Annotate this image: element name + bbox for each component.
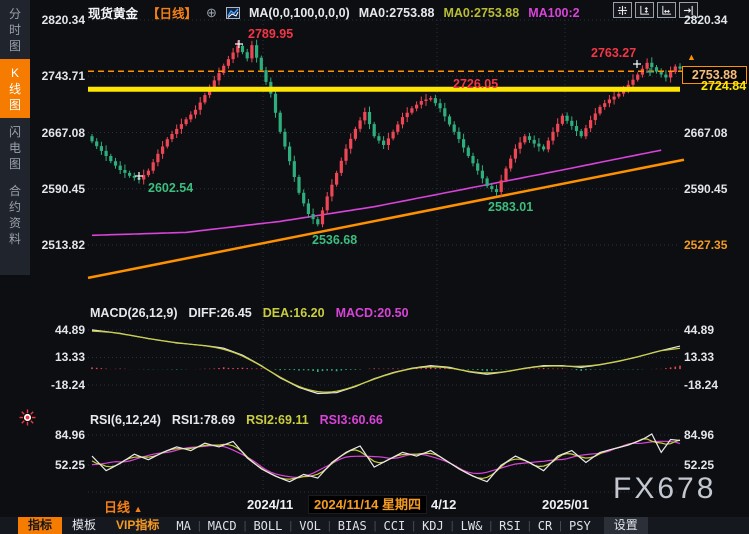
separator: |	[450, 519, 454, 532]
axis-tick-label: 52.25	[54, 458, 85, 472]
date-tooltip: 2024/11/14 星期四	[308, 495, 427, 514]
axis-tick-label: 84.96	[54, 428, 85, 442]
tab-vip-indicators[interactable]: VIP指标	[116, 518, 160, 532]
macd-params: MACD(26,12,9)	[90, 306, 178, 320]
axis-tick-label: -18.24	[684, 378, 719, 392]
period-text: 日线	[104, 500, 131, 515]
sidebar-item-time-chart[interactable]: 分 时 图	[8, 7, 21, 53]
axis-tick-label: 2820.34	[41, 13, 85, 27]
y-axis-scale-icon[interactable]	[635, 2, 654, 18]
axis-tick-label: 2513.82	[41, 238, 85, 252]
x-axis-label-jan: 2025/01	[542, 497, 589, 512]
axis-tick-label: 2590.45	[41, 181, 85, 196]
sidebar: 分 时 图 K 线 图闪 电 图合 约 资 料	[0, 0, 30, 275]
current-price-box: 2753.88	[682, 66, 747, 84]
price-annotation: 2583.01	[488, 200, 534, 214]
crosshair-move-icon[interactable]	[613, 2, 632, 18]
axis-tick-label: 44.89	[54, 323, 85, 337]
axis-tick-label: 13.33	[684, 350, 715, 365]
separator: |	[489, 519, 493, 532]
price-annotation: 2536.68	[312, 233, 358, 247]
price-annotation: 2602.54	[148, 181, 194, 195]
sidebar-item-contract-info[interactable]: 合 约 资 料	[8, 184, 21, 246]
price-annotation: 2763.27	[591, 46, 637, 60]
separator: |	[197, 519, 201, 532]
axis-tick-label: 84.96	[684, 428, 715, 442]
axis-tick-label: 2667.08	[41, 125, 85, 140]
macd-diff-value: DIFF:26.45	[188, 306, 252, 320]
separator: |	[527, 519, 531, 532]
ma0-value: MA0:2753.88	[358, 5, 435, 20]
alert-burst-icon[interactable]	[19, 409, 36, 426]
rsi-params: RSI(6,12,24)	[90, 413, 161, 427]
price-marker-arrow: ▲	[687, 52, 696, 62]
indicator-button-rsi[interactable]: RSI	[499, 518, 521, 533]
macd-macd-value: MACD:20.50	[335, 306, 409, 320]
axis-tick-label: 2820.34	[684, 13, 728, 27]
add-indicator-icon[interactable]: ⊕	[206, 4, 217, 20]
axis-tick-label: 13.33	[54, 350, 85, 365]
indicator-button-ma[interactable]: MA	[176, 518, 191, 533]
x-axis-label-dec: 4/12	[431, 497, 457, 512]
macd-dea-value: DEA:16.20	[262, 306, 325, 320]
chart-toolbar-buttons	[613, 2, 698, 18]
axis-tick-label: 2667.08	[684, 125, 728, 140]
axis-tick-label: 2527.35	[684, 238, 728, 252]
axis-tick-label: 44.89	[684, 323, 715, 337]
axis-tick-label: 2743.71	[41, 69, 85, 84]
separator: |	[559, 519, 563, 532]
separator: |	[243, 519, 247, 532]
sidebar-item-flash-chart[interactable]: 闪 电 图	[8, 125, 21, 171]
indicator-button-psy[interactable]: PSY	[569, 518, 591, 533]
indicator-button-lw[interactable]: LW&	[460, 518, 483, 533]
separator: |	[373, 519, 377, 532]
go-to-latest-icon[interactable]	[679, 2, 698, 18]
axis-tick-label: -18.24	[50, 378, 85, 392]
watermark: FX678	[613, 472, 717, 505]
separator: |	[327, 519, 331, 532]
settings-button[interactable]: 设置	[603, 517, 648, 534]
macd-legend: MACD(26,12,9) DIFF:26.45 DEA:16.20 MACD:…	[90, 306, 409, 320]
indicator-button-cr[interactable]: CR	[537, 518, 553, 533]
price-annotation: 2724.84	[701, 79, 747, 93]
symbol-name: 现货黄金	[88, 7, 139, 21]
indicator-bar: 指标 模板 VIP指标 MA | MACD | BOLL | VOL | BIAS | CCI | KDJ | L…	[0, 517, 749, 534]
ma0-value-yellow: MA0:2753.88	[443, 5, 520, 20]
price-annotation: 2726.05	[453, 77, 499, 91]
indicator-button-macd[interactable]: MACD	[207, 518, 237, 533]
period-arrow-icon: ▲	[133, 504, 143, 514]
tab-templates[interactable]: 模板	[72, 518, 97, 532]
ma-formula: MA(0,0,100,0,0,0)	[248, 5, 350, 20]
chart-header: 现货黄金 【日线】 ⊕ MA(0,0,100,0,0,0) MA0:2753.8…	[88, 3, 580, 22]
separator: |	[412, 519, 416, 532]
indicator-button-cci[interactable]: CCI	[383, 518, 406, 533]
ma100-value: MA100:2	[528, 5, 580, 20]
x-axis-label-nov: 2024/11	[247, 497, 294, 512]
separator: |	[289, 519, 293, 532]
chart-type-icon[interactable]	[225, 6, 240, 19]
sidebar-item-kline-chart[interactable]: K 线 图	[0, 59, 30, 118]
period-indicator[interactable]: 日线 ▲	[104, 497, 143, 516]
period-label[interactable]: 【日线】	[147, 7, 198, 21]
rsi3-value: RSI3:60.66	[319, 413, 383, 427]
axis-tick-label: 2590.45	[684, 181, 728, 196]
rsi2-value: RSI2:69.11	[246, 413, 309, 427]
price-annotation: 2789.95	[248, 27, 294, 41]
rsi-legend: RSI(6,12,24) RSI1:78.69 RSI2:69.11 RSI3:…	[90, 413, 383, 427]
indicator-button-boll[interactable]: BOLL	[253, 518, 283, 533]
x-axis-scale-icon[interactable]	[657, 2, 676, 18]
rsi1-value: RSI1:78.69	[171, 413, 236, 427]
tab-indicators[interactable]: 指标	[18, 517, 63, 534]
indicator-button-vol[interactable]: VOL	[299, 518, 321, 533]
indicator-button-bias[interactable]: BIAS	[337, 518, 367, 533]
axis-tick-label: 52.25	[684, 458, 715, 472]
indicator-button-kdj[interactable]: KDJ	[422, 518, 444, 533]
